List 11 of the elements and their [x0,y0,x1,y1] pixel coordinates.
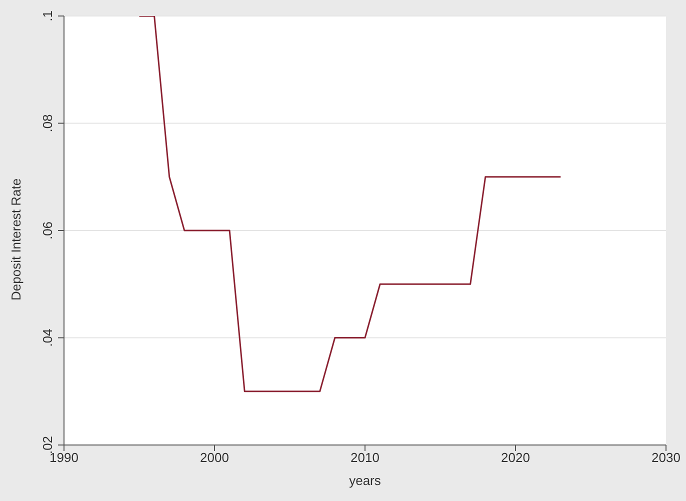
x-axis-title: years [349,473,382,488]
x-tick-label: 2000 [200,450,229,466]
y-tick-label: .1 [40,10,55,22]
x-tick-label: 2030 [652,450,680,466]
x-tick-label: 2010 [350,450,380,466]
y-tick-label: .06 [40,221,55,240]
x-tick-label: 2020 [501,450,530,466]
y-tick-label: .08 [40,114,55,132]
y-tick-label: .04 [40,328,55,347]
y-axis-title: Deposit Interest Rate [8,178,24,300]
line-series [138,16,562,392]
